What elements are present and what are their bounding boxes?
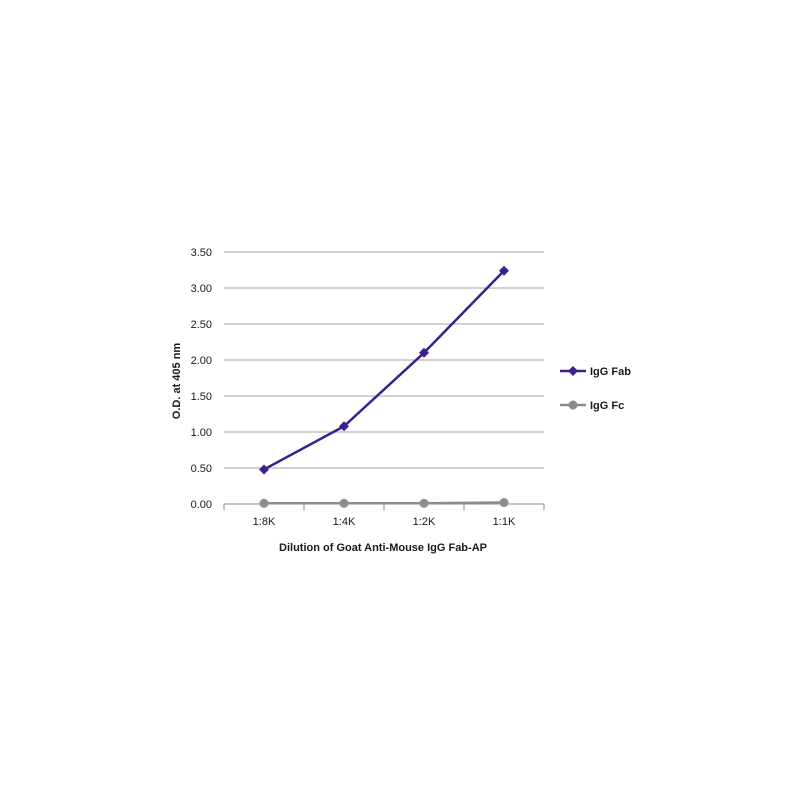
gridlines — [224, 251, 544, 469]
data-point-circle — [259, 498, 269, 508]
x-axis — [223, 503, 545, 510]
series-line — [264, 501, 505, 505]
data-point-diamond — [259, 464, 269, 475]
y-tick-label: 3.50 — [191, 247, 212, 259]
data-point-diamond — [419, 347, 429, 358]
x-tick-label: 1:8K — [253, 516, 276, 528]
y-tick-label: 1.00 — [191, 427, 212, 439]
x-tick-label: 1:2K — [413, 516, 436, 528]
y-tick-label: 0.00 — [191, 499, 212, 511]
y-tick-label: 3.00 — [191, 283, 212, 295]
legend-marker-circle — [568, 400, 578, 410]
legend-label: IgG Fab — [590, 366, 631, 378]
y-axis-ticks: 0.00 0.50 1.00 1.50 2.00 2.50 3.00 3.50 — [191, 247, 212, 511]
x-tick-label: 1:1K — [493, 516, 516, 528]
y-tick-label: 1.50 — [191, 391, 212, 403]
data-point-circle — [419, 498, 429, 508]
legend-label: IgG Fc — [590, 400, 624, 412]
y-tick-label: 2.00 — [191, 355, 212, 367]
plot-series — [259, 265, 509, 508]
data-point-diamond — [499, 265, 509, 276]
data-point-circle — [499, 498, 509, 508]
x-tick-label: 1:4K — [333, 516, 356, 528]
x-axis-label: Dilution of Goat Anti-Mouse IgG Fab-AP — [279, 542, 487, 554]
data-point-diamond — [339, 421, 349, 432]
series-line — [263, 269, 505, 471]
data-point-circle — [339, 498, 349, 508]
y-tick-label: 0.50 — [191, 463, 212, 475]
y-tick-label: 2.50 — [191, 319, 212, 331]
legend-marker-diamond — [568, 366, 578, 376]
y-axis-label: O.D. at 405 nm — [171, 343, 183, 420]
legend: IgG Fab IgG Fc — [560, 366, 631, 412]
x-axis-ticks: 1:8K 1:4K 1:2K 1:1K — [253, 516, 516, 528]
